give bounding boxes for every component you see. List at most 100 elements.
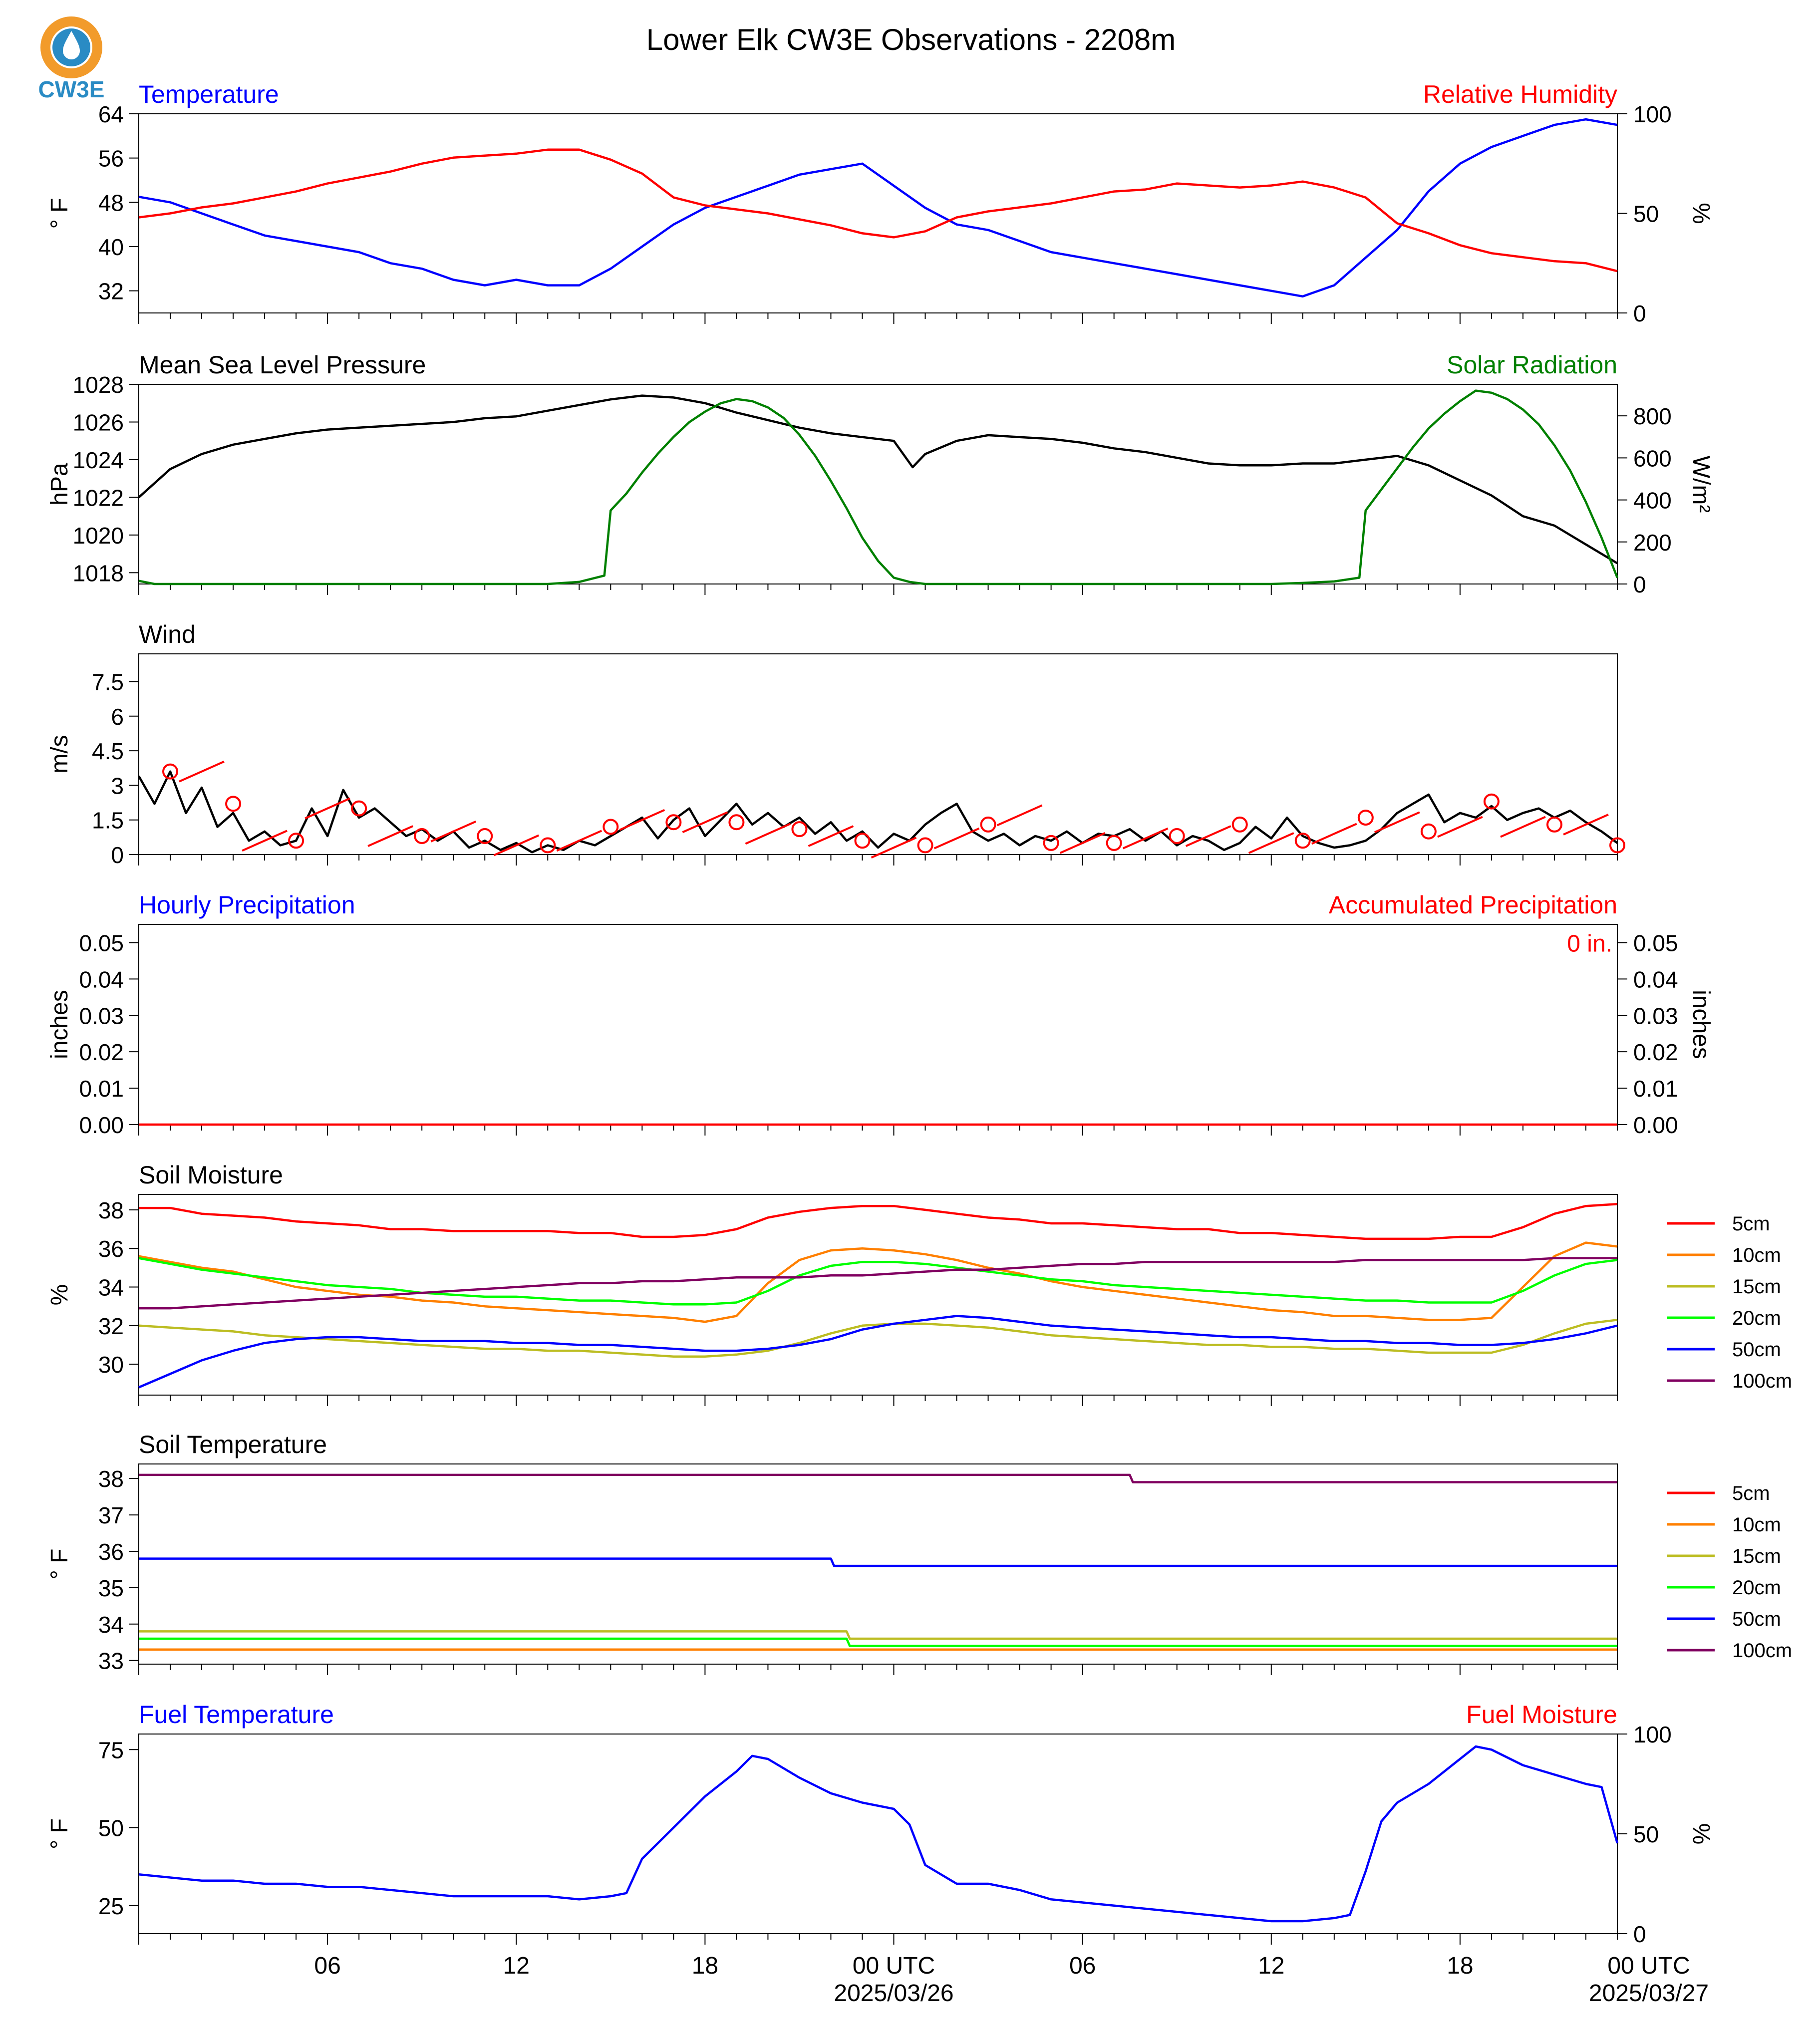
legend-label: 50cm [1732,1608,1781,1630]
legend-label: 5cm [1732,1213,1770,1235]
logo-ring [40,16,102,78]
wind-barb [996,804,1043,827]
legend-label: 20cm [1732,1307,1781,1329]
y-tick-label-left: 0.05 [79,930,124,956]
wind-marker [854,833,871,849]
panel-title-left: Mean Sea Level Pressure [139,351,426,379]
wind-marker [1106,835,1122,851]
wind-marker [1231,816,1248,833]
accumulated-total-label: 0 in. [1567,930,1612,957]
y-tick-label-right: 200 [1633,530,1672,556]
y-tick-label-left: 48 [98,190,124,216]
wind-barb [1185,825,1231,847]
panel-title-left: Hourly Precipitation [139,891,355,919]
wind-marker [1357,810,1374,826]
y-tick-label-left: 1018 [73,560,124,586]
y-axis-label-right: % [1688,203,1714,224]
y-tick-label-right: 800 [1633,403,1672,429]
y-tick-label-left: 33 [98,1648,124,1674]
temperature-humidity-panel: 32 40 48 56 64 0 50 100 Temperature Relative Humi… [46,80,1714,326]
y-tick-label-right: 0 [1633,300,1646,326]
y-tick-label-right: 400 [1633,488,1672,514]
wind-barb [367,825,413,847]
y-axis-label-left: ° F [46,1549,73,1580]
y-tick-label-left: 0.01 [79,1076,124,1102]
y-tick-label-left: 0.02 [79,1039,124,1065]
series-line-50cm [138,1315,1618,1389]
y-tick-label-left: 1024 [73,447,124,473]
plot-frame [138,1463,1618,1665]
y-tick-label-left: 38 [98,1466,124,1492]
plot-frame [138,1194,1618,1396]
y-tick-label-right: 0 [1633,1921,1646,1947]
y-tick-label-right: 100 [1633,101,1672,127]
series-line [138,394,1618,565]
wind-barb [242,830,288,852]
y-tick-label-right: 0.00 [1633,1112,1678,1138]
soil-moisture-panel: 30 32 34 36 38 Soil Moisture% 5cm 10cm 15cm 20cm 5… [46,1161,1792,1406]
y-tick-label-left: 4.5 [92,738,124,764]
y-axis-label-left: hPa [46,463,73,506]
x-tick-label: 00 UTC [1607,1953,1690,1979]
y-tick-label-left: 0 [111,842,124,868]
series-line-5cm [139,1203,1618,1240]
y-axis-label-left: inches [46,990,73,1059]
wind-barb [1500,816,1546,838]
y-tick-label-left: 6 [111,704,124,730]
series-line-100cm [139,1257,1617,1310]
wind-marker [414,828,430,845]
wind-marker [351,800,367,817]
y-axis-label-left: ° F [46,198,73,229]
y-tick-label-left: 1020 [73,523,124,549]
y-axis-label-right: inches [1688,990,1714,1059]
y-tick-label-left: 1026 [73,409,124,435]
y-tick-label-left: 1.5 [92,808,124,834]
series-line [138,389,1619,585]
legend-label: 10cm [1732,1244,1781,1266]
wind-marker [791,821,808,838]
plot-frame [138,653,1618,855]
wind-marker [225,796,242,812]
wind-barb [1311,823,1357,845]
y-tick-label-left: 7.5 [92,669,124,695]
y-tick-label-left: 1022 [73,485,124,511]
figure-title: Lower Elk CW3E Observations - 2208m [646,23,1176,56]
x-tick-date: 2025/03/27 [1589,1980,1709,2007]
y-tick-label-left: 36 [98,1236,124,1262]
wind-barb [1248,832,1294,854]
wind-barb [745,823,791,845]
wind-marker [1609,837,1625,854]
y-tick-label-right: 0.02 [1633,1039,1678,1065]
wind-barb [808,825,854,847]
y-axis-label-left: m/s [46,735,73,773]
y-tick-label-left: 0.04 [79,966,124,992]
y-tick-label-left: 37 [98,1502,124,1528]
series-line [138,118,1618,298]
legend-label: 50cm [1732,1339,1781,1361]
series-line-15cm [138,1319,1618,1358]
wind-marker [162,763,179,780]
y-tick-label-left: 64 [98,101,124,127]
y-tick-label-left: 32 [98,279,124,304]
wind-marker [980,816,996,833]
x-tick-label: 12 [1258,1953,1284,1979]
y-tick-label-left: 56 [98,146,124,172]
wind-marker [665,814,682,831]
legend-label: 5cm [1732,1482,1770,1504]
panel-title-left: Fuel Temperature [139,1701,334,1729]
panel-title-left: Wind [139,620,196,648]
water-drop-icon [63,31,80,59]
wind-marker [1294,833,1311,849]
x-tick-label: 18 [1447,1953,1473,1979]
wind-barb [1437,816,1483,838]
x-tick-label: 06 [314,1953,340,1979]
wind-barb [304,797,350,820]
wind-barb [179,760,225,783]
y-tick-label-left: 25 [98,1893,124,1919]
x-tick-label: 18 [692,1953,718,1979]
legend-label: 10cm [1732,1514,1781,1536]
plot-frame [138,1734,1618,1934]
wind-marker [477,828,493,845]
wind-barb [682,811,728,834]
